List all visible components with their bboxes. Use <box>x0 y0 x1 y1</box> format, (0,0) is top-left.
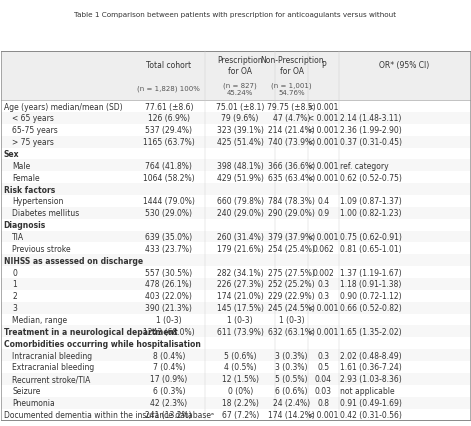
Text: Age (years) median/mean (SD): Age (years) median/mean (SD) <box>4 102 122 111</box>
Text: 403 (22.0%): 403 (22.0%) <box>146 292 192 301</box>
Text: Female: Female <box>12 173 40 182</box>
Text: 635 (63.4%): 635 (63.4%) <box>268 173 315 182</box>
Text: Table 1 Comparison between patients with prescription for anticoagulants versus : Table 1 Comparison between patients with… <box>74 12 397 18</box>
Text: 0.90 (0.72-1.12): 0.90 (0.72-1.12) <box>341 292 402 301</box>
Text: Non-Prescription
for OA: Non-Prescription for OA <box>260 56 324 75</box>
Text: 240 (29.0%): 240 (29.0%) <box>217 209 264 218</box>
Text: Diagnosis: Diagnosis <box>4 221 46 230</box>
Text: NIHSS as assessed on discharge: NIHSS as assessed on discharge <box>4 256 143 265</box>
Text: 252 (25.2%): 252 (25.2%) <box>268 280 315 289</box>
Text: 429 (51.9%): 429 (51.9%) <box>217 173 264 182</box>
Text: 6 (0.6%): 6 (0.6%) <box>276 386 308 395</box>
FancyBboxPatch shape <box>1 207 470 219</box>
Text: Recurrent stroke/TIA: Recurrent stroke/TIA <box>12 374 90 383</box>
Text: OR* (95% CI): OR* (95% CI) <box>379 61 429 70</box>
Text: 0.3: 0.3 <box>317 292 329 301</box>
Text: 1.37 (1.19-1.67): 1.37 (1.19-1.67) <box>341 268 402 277</box>
Text: 229 (22.9%): 229 (22.9%) <box>268 292 315 301</box>
Text: 275 (27.5%): 275 (27.5%) <box>268 268 315 277</box>
Text: Median, range: Median, range <box>12 315 67 324</box>
Text: 1 (0-3): 1 (0-3) <box>279 315 304 324</box>
Text: 530 (29.0%): 530 (29.0%) <box>145 209 192 218</box>
Text: 65-75 years: 65-75 years <box>12 126 58 135</box>
Text: TIA: TIA <box>12 233 24 242</box>
Text: 3: 3 <box>12 303 17 312</box>
Text: 3 (0.3%): 3 (0.3%) <box>276 351 308 360</box>
Text: 5 (0.5%): 5 (0.5%) <box>276 374 308 383</box>
Text: 0.4: 0.4 <box>317 197 329 206</box>
Text: 0.42 (0.31-0.56): 0.42 (0.31-0.56) <box>341 410 402 419</box>
Text: 557 (30.5%): 557 (30.5%) <box>145 268 192 277</box>
Text: 1.18 (0.91-1.38): 1.18 (0.91-1.38) <box>341 280 402 289</box>
Text: Comorbidities occurring while hospitalisation: Comorbidities occurring while hospitalis… <box>4 339 201 348</box>
Text: Sex: Sex <box>4 150 19 158</box>
Text: 660 (79.8%): 660 (79.8%) <box>217 197 264 206</box>
FancyBboxPatch shape <box>1 160 470 172</box>
Text: 478 (26.1%): 478 (26.1%) <box>146 280 192 289</box>
Text: 0.5: 0.5 <box>317 363 329 371</box>
Text: 632 (63.1%): 632 (63.1%) <box>268 327 315 336</box>
Text: 5 (0.6%): 5 (0.6%) <box>224 351 256 360</box>
Text: 2.36 (1.99-2.90): 2.36 (1.99-2.90) <box>341 126 402 135</box>
Text: 24 (2.4%): 24 (2.4%) <box>273 398 310 407</box>
Text: < 0.001: < 0.001 <box>308 102 339 111</box>
Text: 8 (0.4%): 8 (0.4%) <box>153 351 185 360</box>
FancyBboxPatch shape <box>1 349 470 361</box>
Text: (n = 1,001)
54.76%: (n = 1,001) 54.76% <box>271 82 312 95</box>
Text: 1.61 (0.36-7.24): 1.61 (0.36-7.24) <box>341 363 402 371</box>
Text: 0.66 (0.52-0.82): 0.66 (0.52-0.82) <box>341 303 402 312</box>
Text: 0.9: 0.9 <box>317 209 329 218</box>
Text: 323 (39.1%): 323 (39.1%) <box>217 126 264 135</box>
Text: Previous stroke: Previous stroke <box>12 244 71 253</box>
Text: 1243 (68.0%): 1243 (68.0%) <box>143 327 195 336</box>
Text: 379 (37.9%): 379 (37.9%) <box>268 233 315 242</box>
Text: 17 (0.9%): 17 (0.9%) <box>150 374 187 383</box>
Text: 2.02 (0.48-8.49): 2.02 (0.48-8.49) <box>341 351 402 360</box>
Text: 740 (73.9%): 740 (73.9%) <box>268 138 315 147</box>
Text: Treatment in a neurological department: Treatment in a neurological department <box>4 327 178 336</box>
Text: Total cohort: Total cohort <box>146 61 191 70</box>
Text: 254 (25.4%): 254 (25.4%) <box>268 244 315 253</box>
Text: Extracranial bleeding: Extracranial bleeding <box>12 363 94 371</box>
Text: 390 (21.3%): 390 (21.3%) <box>146 303 192 312</box>
Text: 245 (24.5%): 245 (24.5%) <box>268 303 315 312</box>
Text: 2: 2 <box>12 292 17 301</box>
Text: 433 (23.7%): 433 (23.7%) <box>145 244 192 253</box>
Text: 67 (7.2%): 67 (7.2%) <box>221 410 259 419</box>
Text: < 0.001: < 0.001 <box>308 161 339 170</box>
Text: < 0.001: < 0.001 <box>308 327 339 336</box>
Text: < 0.001: < 0.001 <box>308 410 339 419</box>
Text: 1165 (63.7%): 1165 (63.7%) <box>143 138 195 147</box>
Text: 260 (31.4%): 260 (31.4%) <box>217 233 264 242</box>
Text: 1.65 (1.35-2.02): 1.65 (1.35-2.02) <box>341 327 402 336</box>
Text: 3 (0.3%): 3 (0.3%) <box>276 363 308 371</box>
Text: Diabetes mellitus: Diabetes mellitus <box>12 209 80 218</box>
Text: 290 (29.0%): 290 (29.0%) <box>268 209 315 218</box>
Text: 0.3: 0.3 <box>317 351 329 360</box>
Text: 0.062: 0.062 <box>312 244 334 253</box>
Text: 47 (4.7%): 47 (4.7%) <box>273 114 310 123</box>
Text: Documented dementia within the insurance databaseᵃ: Documented dementia within the insurance… <box>4 410 214 419</box>
Text: 7 (0.4%): 7 (0.4%) <box>153 363 185 371</box>
FancyBboxPatch shape <box>1 136 470 148</box>
Text: P: P <box>321 61 325 70</box>
FancyBboxPatch shape <box>1 184 470 196</box>
Text: 1.00 (0.82-1.23): 1.00 (0.82-1.23) <box>341 209 402 218</box>
Text: 0.002: 0.002 <box>312 268 334 277</box>
Text: 764 (41.8%): 764 (41.8%) <box>146 161 192 170</box>
Text: 398 (48.1%): 398 (48.1%) <box>217 161 264 170</box>
Text: Pneumonia: Pneumonia <box>12 398 55 407</box>
Text: 179 (21.6%): 179 (21.6%) <box>217 244 264 253</box>
Text: 0: 0 <box>12 268 17 277</box>
Text: not applicable: not applicable <box>341 386 395 395</box>
Text: 0.3: 0.3 <box>317 280 329 289</box>
Text: 1444 (79.0%): 1444 (79.0%) <box>143 197 195 206</box>
Text: 2.14 (1.48-3.11): 2.14 (1.48-3.11) <box>341 114 402 123</box>
Text: 0.75 (0.62-0.91): 0.75 (0.62-0.91) <box>341 233 402 242</box>
Text: 241 (13.2%): 241 (13.2%) <box>146 410 192 419</box>
Text: 0.81 (0.65-1.01): 0.81 (0.65-1.01) <box>341 244 402 253</box>
FancyBboxPatch shape <box>1 326 470 337</box>
Text: 1 (0-3): 1 (0-3) <box>156 315 182 324</box>
Text: Prescription
for OA: Prescription for OA <box>218 56 263 75</box>
Text: (n = 1,828) 100%: (n = 1,828) 100% <box>138 86 200 92</box>
